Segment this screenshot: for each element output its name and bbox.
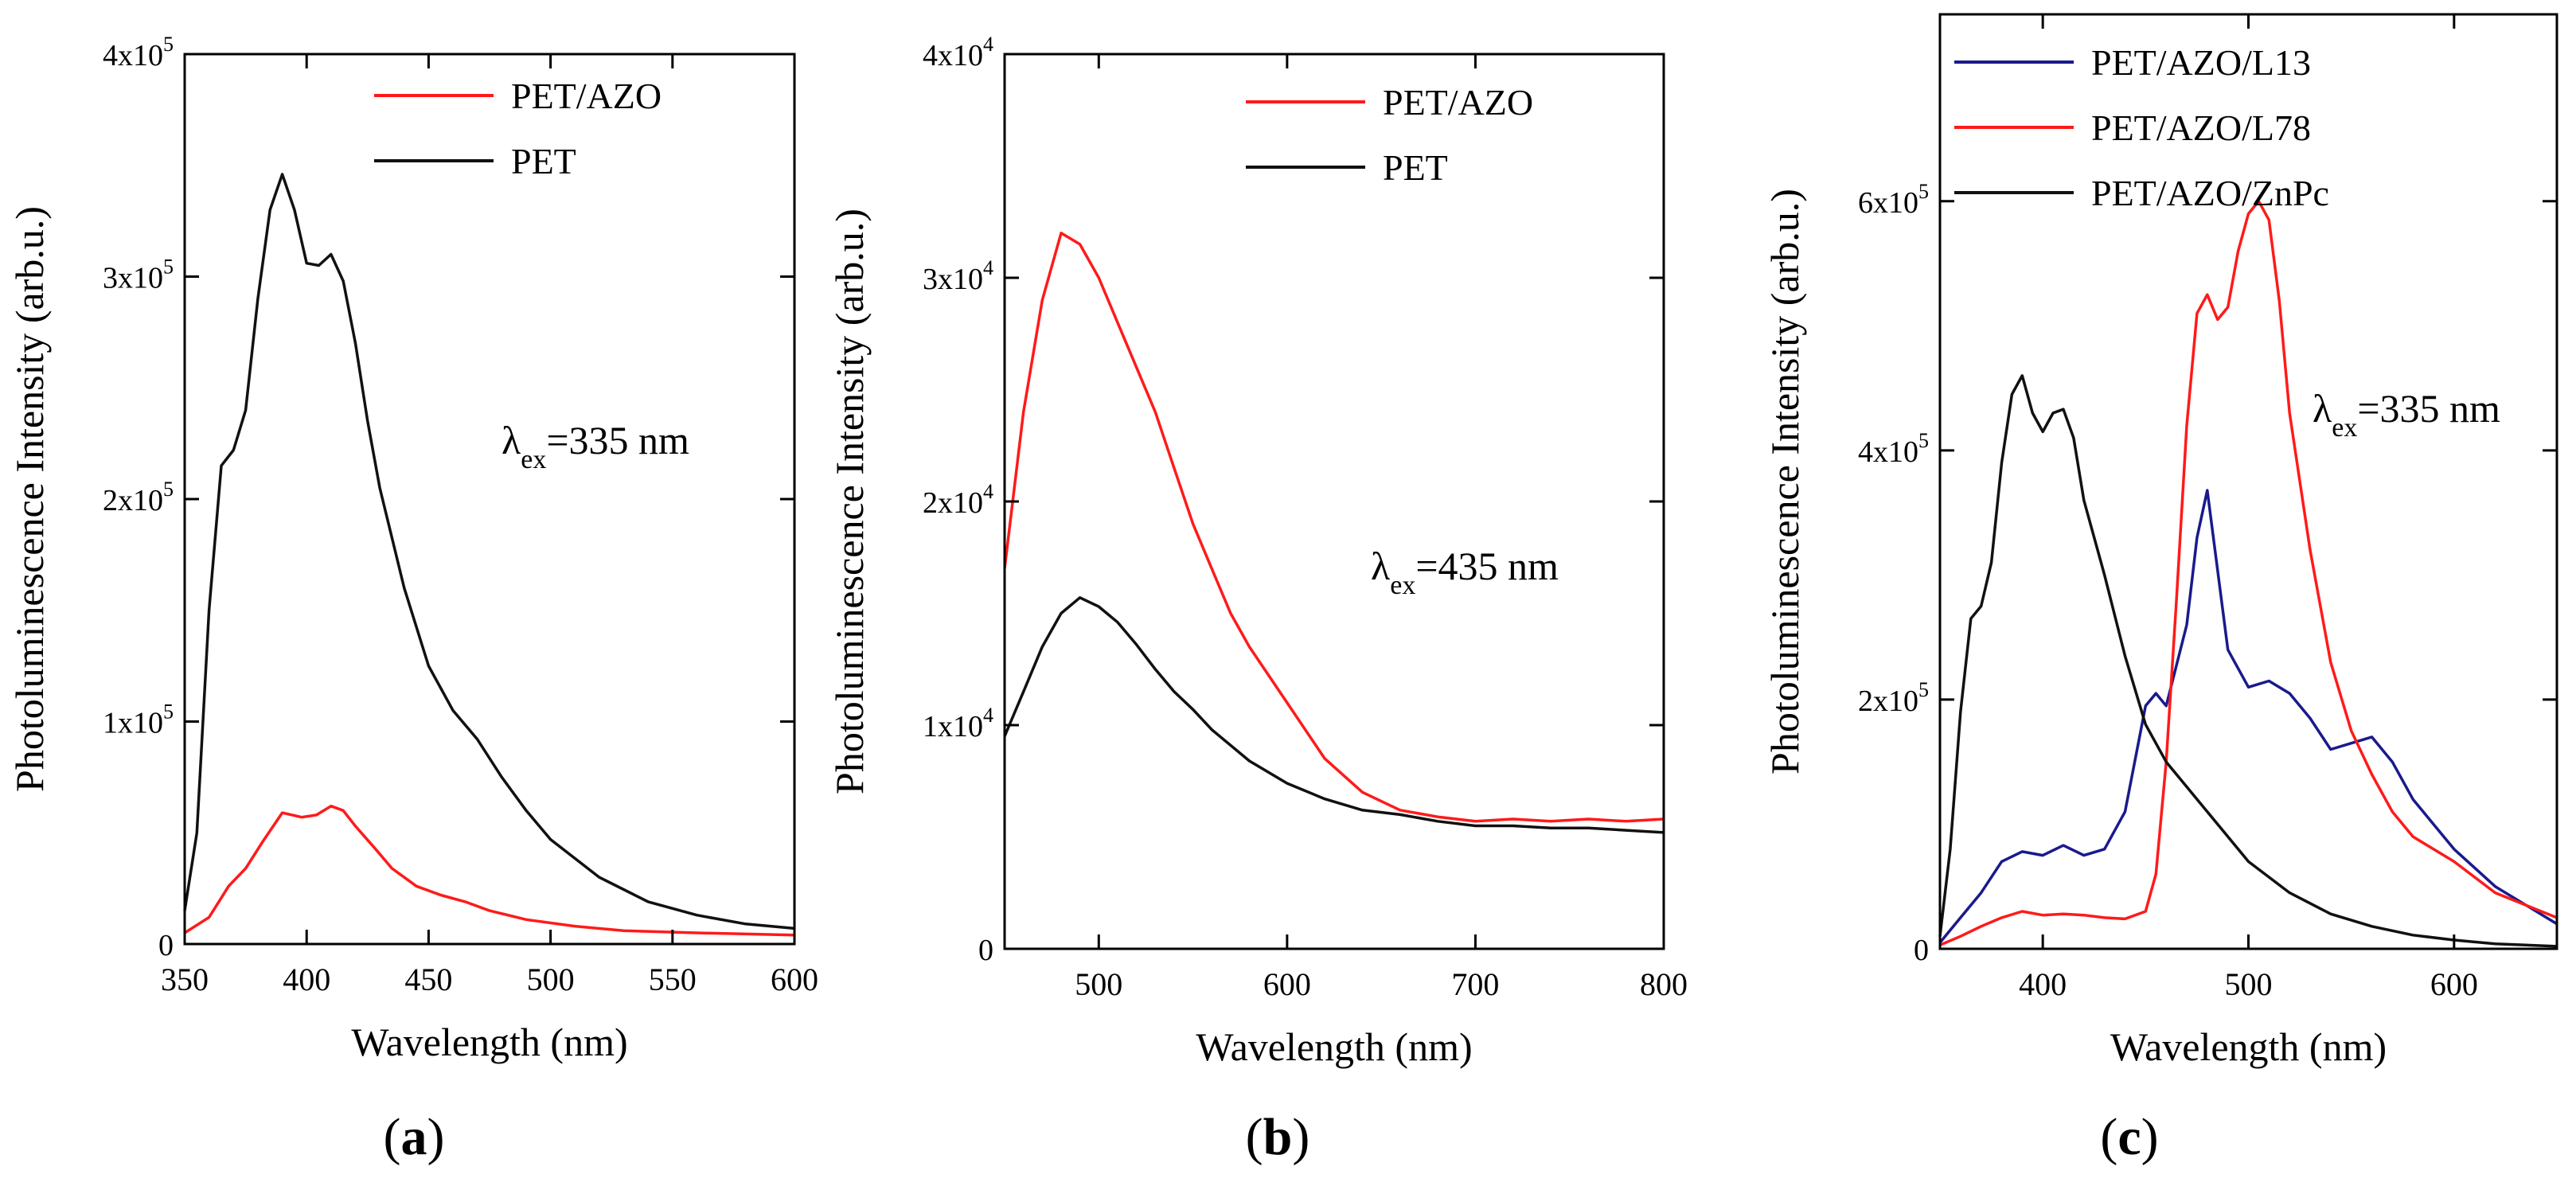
panel-label: (b) bbox=[1246, 1108, 1310, 1166]
y-tick-label: 0 bbox=[978, 934, 993, 967]
x-axis-label: Wavelength (nm) bbox=[351, 1020, 627, 1064]
y-tick-label: 4x105 bbox=[1858, 429, 1929, 469]
y-tick-label: 0 bbox=[158, 929, 174, 962]
legend-label: PET bbox=[511, 141, 576, 181]
chart-panel-b: 500 600 700 800 0 1x104 2x104 3x104 4x104 Wavelen… bbox=[827, 33, 1688, 1166]
excitation-annotation: λex=435 nm bbox=[1371, 544, 1559, 600]
series-line-pet bbox=[183, 173, 795, 930]
y-tick-label: 4x104 bbox=[923, 33, 993, 72]
plot-frame bbox=[1003, 53, 1665, 950]
y-axis-label: Photoluminescence Intensity (arb.u.) bbox=[1762, 189, 1807, 774]
y-tick-label: 6x105 bbox=[1858, 180, 1929, 220]
x-tick-label: 600 bbox=[1263, 966, 1311, 1002]
x-tick-label: 800 bbox=[1640, 966, 1688, 1002]
excitation-annotation: λex=335 nm bbox=[502, 418, 689, 474]
plot-frame bbox=[1938, 13, 2558, 950]
series-line-pet-azo-znpc bbox=[1938, 374, 2558, 948]
y-axis-label: Photoluminescence Intensity (arb.u.) bbox=[7, 206, 52, 792]
x-tick-label: 550 bbox=[649, 962, 697, 997]
excitation-annotation: λex=335 nm bbox=[2313, 386, 2500, 443]
y-tick-label: 1x104 bbox=[923, 704, 993, 743]
x-tick-label: 450 bbox=[404, 962, 452, 997]
y-tick-label: 3x104 bbox=[923, 256, 993, 296]
x-tick-label: 500 bbox=[1075, 966, 1122, 1002]
y-tick-label: 2x104 bbox=[923, 480, 993, 520]
legend-label: PET/AZO/L78 bbox=[2091, 107, 2311, 148]
x-tick-label: 600 bbox=[2430, 966, 2478, 1002]
x-tick-label: 400 bbox=[2019, 966, 2067, 1002]
legend-label: PET/AZO bbox=[511, 76, 662, 116]
chart-panel-c: 400 500 600 0 2x105 4x105 6x105 Wavelength (nm)… bbox=[1762, 13, 2558, 1166]
chart-panel-a: 350 400 450 500 550 600 0 1x105 2x105 3x105 4x105 W… bbox=[7, 33, 818, 1166]
x-tick-label: 350 bbox=[161, 962, 209, 997]
x-axis-label: Wavelength (nm) bbox=[1196, 1024, 1472, 1069]
x-tick-label: 500 bbox=[527, 962, 575, 997]
series-line-pet-azo-l13 bbox=[1938, 489, 2558, 944]
panel-label: (c) bbox=[2100, 1108, 2158, 1166]
y-tick-label: 4x105 bbox=[103, 33, 174, 72]
y-tick-label: 1x105 bbox=[103, 700, 174, 740]
x-tick-label: 700 bbox=[1451, 966, 1499, 1002]
panel-label: (a) bbox=[384, 1108, 445, 1166]
y-tick-label: 0 bbox=[1914, 934, 1929, 967]
x-tick-label: 500 bbox=[2225, 966, 2273, 1002]
x-tick-label: 400 bbox=[283, 962, 330, 997]
series-line-pet bbox=[1003, 596, 1665, 834]
legend-label: PET/AZO/ZnPc bbox=[2091, 173, 2329, 213]
series-line-pet-azo bbox=[184, 804, 795, 937]
x-axis-label: Wavelength (nm) bbox=[2110, 1024, 2387, 1069]
y-tick-label: 2x105 bbox=[103, 478, 174, 517]
y-axis-label: Photoluminescence Intensity (arb.u.) bbox=[827, 209, 872, 794]
plot-frame bbox=[183, 53, 796, 946]
series-line-pet-azo-l78 bbox=[1939, 200, 2558, 946]
series-line-pet-azo bbox=[1003, 232, 1665, 823]
legend-label: PET bbox=[1383, 147, 1448, 188]
y-tick-label: 2x105 bbox=[1858, 678, 1929, 718]
legend-label: PET/AZO/L13 bbox=[2091, 42, 2311, 83]
x-tick-label: 600 bbox=[771, 962, 818, 997]
y-tick-label: 3x105 bbox=[103, 256, 174, 295]
legend-label: PET/AZO bbox=[1383, 82, 1533, 123]
